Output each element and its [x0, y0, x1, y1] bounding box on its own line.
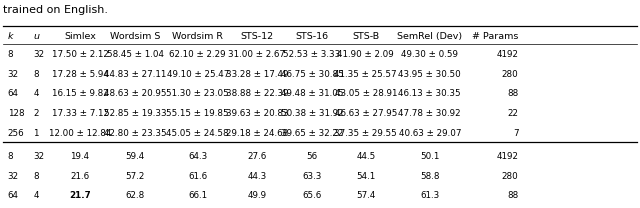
Text: 49.10 ± 25.47: 49.10 ± 25.47 — [166, 70, 229, 79]
Text: 128: 128 — [8, 109, 24, 118]
Text: 37.35 ± 29.55: 37.35 ± 29.55 — [334, 129, 397, 138]
Text: 1: 1 — [33, 129, 39, 138]
Text: 64: 64 — [8, 89, 19, 98]
Text: 17.28 ± 5.94: 17.28 ± 5.94 — [52, 70, 108, 79]
Text: 256: 256 — [8, 129, 24, 138]
Text: 32: 32 — [33, 152, 44, 161]
Text: 22: 22 — [508, 109, 518, 118]
Text: 59.4: 59.4 — [125, 152, 145, 161]
Text: 52.85 ± 19.33: 52.85 ± 19.33 — [104, 109, 166, 118]
Text: 66.1: 66.1 — [188, 191, 207, 200]
Text: 39.63 ± 20.83: 39.63 ± 20.83 — [226, 109, 288, 118]
Text: SemRel (Dev): SemRel (Dev) — [397, 32, 462, 41]
Text: 61.3: 61.3 — [420, 191, 440, 200]
Text: # Params: # Params — [472, 32, 518, 41]
Text: 54.1: 54.1 — [356, 172, 376, 181]
Text: 40.63 ± 29.07: 40.63 ± 29.07 — [399, 129, 461, 138]
Text: 57.4: 57.4 — [356, 191, 376, 200]
Text: 47.78 ± 30.92: 47.78 ± 30.92 — [399, 109, 461, 118]
Text: 46.13 ± 30.35: 46.13 ± 30.35 — [399, 89, 461, 98]
Text: 62.8: 62.8 — [125, 191, 145, 200]
Text: Wordsim S: Wordsim S — [110, 32, 160, 41]
Text: 280: 280 — [502, 70, 518, 79]
Text: 64: 64 — [8, 191, 19, 200]
Text: 88: 88 — [507, 191, 518, 200]
Text: 8: 8 — [33, 70, 39, 79]
Text: 45.05 ± 24.58: 45.05 ± 24.58 — [166, 129, 229, 138]
Text: 50.1: 50.1 — [420, 152, 440, 161]
Text: Wordsim R: Wordsim R — [172, 32, 223, 41]
Text: 49.9: 49.9 — [248, 191, 266, 200]
Text: 17.50 ± 2.12: 17.50 ± 2.12 — [52, 50, 108, 59]
Text: 4: 4 — [33, 89, 39, 98]
Text: 31.00 ± 2.67: 31.00 ± 2.67 — [228, 50, 285, 59]
Text: 29.18 ± 24.68: 29.18 ± 24.68 — [226, 129, 288, 138]
Text: 58.8: 58.8 — [420, 172, 440, 181]
Text: 39.65 ± 32.22: 39.65 ± 32.22 — [281, 129, 343, 138]
Text: 46.63 ± 27.95: 46.63 ± 27.95 — [335, 109, 397, 118]
Text: 58.45 ± 1.04: 58.45 ± 1.04 — [106, 50, 164, 59]
Text: 32: 32 — [8, 172, 19, 181]
Text: 62.10 ± 2.29: 62.10 ± 2.29 — [170, 50, 226, 59]
Text: 41.90 ± 2.09: 41.90 ± 2.09 — [337, 50, 394, 59]
Text: 42.80 ± 23.35: 42.80 ± 23.35 — [104, 129, 166, 138]
Text: 64.3: 64.3 — [188, 152, 207, 161]
Text: 57.2: 57.2 — [125, 172, 145, 181]
Text: 43.95 ± 30.50: 43.95 ± 30.50 — [398, 70, 461, 79]
Text: 44.5: 44.5 — [356, 152, 376, 161]
Text: Simlex: Simlex — [64, 32, 96, 41]
Text: k: k — [8, 32, 13, 41]
Text: 55.15 ± 19.85: 55.15 ± 19.85 — [166, 109, 229, 118]
Text: 4192: 4192 — [497, 152, 518, 161]
Text: 2: 2 — [33, 109, 39, 118]
Text: 46.75 ± 30.85: 46.75 ± 30.85 — [280, 70, 344, 79]
Text: 48.63 ± 20.95: 48.63 ± 20.95 — [104, 89, 166, 98]
Text: 27.6: 27.6 — [247, 152, 267, 161]
Text: 63.3: 63.3 — [302, 172, 322, 181]
Text: STS-16: STS-16 — [296, 32, 328, 41]
Text: 49.48 ± 31.05: 49.48 ± 31.05 — [281, 89, 343, 98]
Text: 32: 32 — [33, 50, 44, 59]
Text: 7: 7 — [513, 129, 518, 138]
Text: 61.6: 61.6 — [188, 172, 207, 181]
Text: 8: 8 — [8, 152, 13, 161]
Text: 43.05 ± 28.91: 43.05 ± 28.91 — [335, 89, 397, 98]
Text: 8: 8 — [33, 172, 39, 181]
Text: 49.30 ± 0.59: 49.30 ± 0.59 — [401, 50, 458, 59]
Text: 51.30 ± 23.05: 51.30 ± 23.05 — [166, 89, 229, 98]
Text: 38.88 ± 22.39: 38.88 ± 22.39 — [226, 89, 288, 98]
Text: 19.4: 19.4 — [70, 152, 90, 161]
Text: 4192: 4192 — [497, 50, 518, 59]
Text: trained on English.: trained on English. — [3, 5, 108, 15]
Text: 41.35 ± 25.57: 41.35 ± 25.57 — [335, 70, 397, 79]
Text: STS-12: STS-12 — [241, 32, 273, 41]
Text: 65.6: 65.6 — [302, 191, 322, 200]
Text: 21.6: 21.6 — [70, 172, 90, 181]
Text: 4: 4 — [33, 191, 39, 200]
Text: 32: 32 — [8, 70, 19, 79]
Text: 8: 8 — [8, 50, 13, 59]
Text: 16.15 ± 9.82: 16.15 ± 9.82 — [52, 89, 108, 98]
Text: 280: 280 — [502, 172, 518, 181]
Text: u: u — [33, 32, 39, 41]
Text: 12.00 ± 12.84: 12.00 ± 12.84 — [49, 129, 111, 138]
Text: 44.83 ± 27.11: 44.83 ± 27.11 — [104, 70, 166, 79]
Text: STS-B: STS-B — [352, 32, 380, 41]
Text: 21.7: 21.7 — [69, 191, 91, 200]
Text: 33.28 ± 17.49: 33.28 ± 17.49 — [226, 70, 288, 79]
Text: 56: 56 — [307, 152, 317, 161]
Text: 52.53 ± 3.33: 52.53 ± 3.33 — [284, 50, 340, 59]
Text: 44.3: 44.3 — [247, 172, 267, 181]
Text: 50.38 ± 31.92: 50.38 ± 31.92 — [281, 109, 343, 118]
Text: 17.33 ± 7.12: 17.33 ± 7.12 — [51, 109, 109, 118]
Text: 88: 88 — [507, 89, 518, 98]
